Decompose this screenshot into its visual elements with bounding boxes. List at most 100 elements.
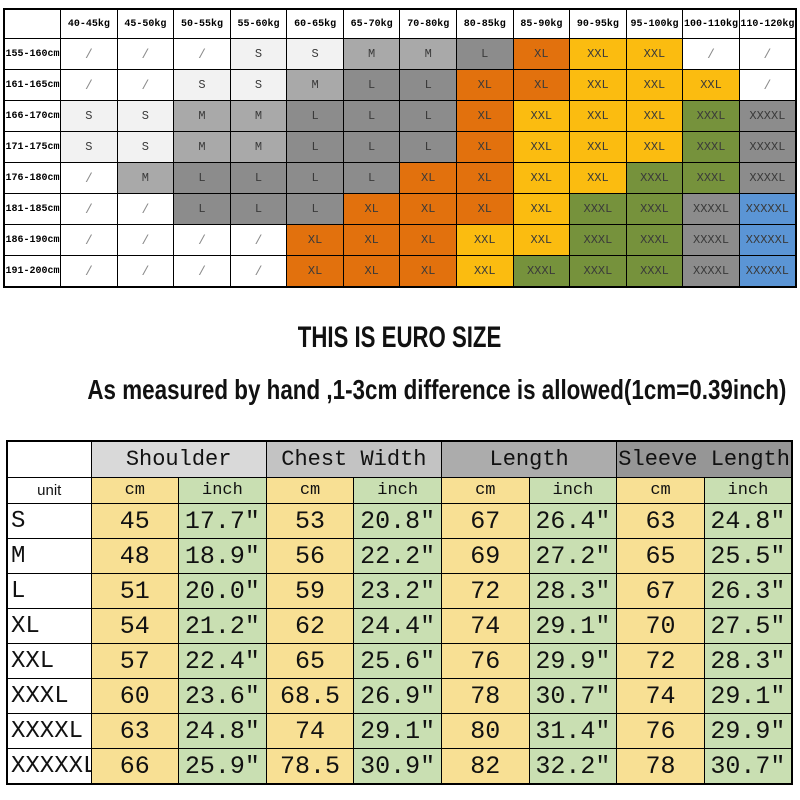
size-cell: S [229, 69, 288, 101]
measure-value-cell: 30.7" [528, 678, 618, 714]
size-cell: L [173, 162, 231, 194]
euro-size-row: 161-165cm / / S S M L L XL XL XXL XXL XXL / [3, 69, 797, 101]
size-cell: L [286, 131, 344, 163]
size-row-label: XL [6, 608, 92, 644]
measure-value-cell: 74 [265, 713, 355, 749]
size-cell: / [60, 38, 118, 70]
size-cell: XL [342, 193, 401, 225]
size-cell: / [60, 162, 118, 194]
measure-value-cell: 63 [90, 713, 180, 749]
measurement-row: XXL 57 22.4" 65 25.6" 76 29.9" 72 28.3" [6, 643, 793, 679]
euro-size-row: 166-170cm S S M M L L L XL XXL XXL XXL XXXL XXXXL [3, 100, 797, 132]
size-cell: XL [456, 100, 514, 132]
size-cell: XXXXL [738, 131, 797, 163]
group-header-cell: Sleeve Length [616, 440, 793, 478]
size-cell: / [116, 69, 175, 101]
size-cell: XXXL [625, 162, 684, 194]
size-cell: L [286, 162, 344, 194]
size-cell: XXXXL [682, 224, 740, 256]
size-cell: / [116, 224, 175, 256]
measure-value-cell: 63 [616, 503, 705, 539]
size-cell: XXXXL [682, 193, 740, 225]
size-cell: / [60, 193, 118, 225]
measure-value-cell: 29.9" [703, 713, 793, 749]
measure-value-cell: 25.6" [353, 643, 442, 679]
size-cell: M [399, 38, 457, 70]
size-cell: XXXL [625, 224, 684, 256]
measure-value-cell: 20.8" [353, 503, 442, 539]
measure-value-cell: 23.6" [178, 678, 267, 714]
size-cell: L [342, 69, 401, 101]
size-cell: / [60, 224, 118, 256]
measure-value-cell: 74 [616, 678, 705, 714]
measurement-row: M 48 18.9" 56 22.2" 69 27.2" 65 25.5" [6, 538, 793, 574]
unit-header-cell: cm [441, 477, 530, 504]
size-cell: XXXL [569, 193, 627, 225]
weight-header-cell: 60-65kg [286, 8, 344, 39]
size-cell: S [60, 131, 118, 163]
size-row-label: XXXXXL [6, 748, 92, 785]
size-cell: XXL [456, 224, 514, 256]
measure-value-cell: 32.2" [528, 748, 618, 785]
height-row-label: 171-175cm [3, 131, 62, 163]
size-cell: XXL [569, 100, 627, 132]
size-cell: XXL [512, 224, 571, 256]
measure-value-cell: 59 [265, 573, 355, 609]
unit-header-cell: inch [703, 477, 793, 504]
euro-size-table: 40-45kg 45-50kg 50-55kg 55-60kg 60-65kg 65-70… [3, 8, 797, 288]
weight-header-cell: 100-110kg [682, 8, 740, 39]
weight-header-cell: 110-120kg [738, 8, 797, 39]
measurement-table: Shoulder Chest Width Length Sleeve Length un… [6, 440, 793, 785]
size-cell: XL [456, 131, 514, 163]
measurement-row: S 45 17.7" 53 20.8" 67 26.4" 63 24.8" [6, 503, 793, 539]
weight-header-cell: 80-85kg [456, 8, 514, 39]
height-row-label: 155-160cm [3, 38, 62, 70]
unit-header-cell: inch [528, 477, 618, 504]
size-cell: XXXXL [682, 255, 740, 288]
euro-size-table-header: 40-45kg 45-50kg 50-55kg 55-60kg 60-65kg 65-70… [3, 8, 797, 39]
euro-header-row: 40-45kg 45-50kg 50-55kg 55-60kg 60-65kg 65-70… [3, 8, 797, 39]
measurement-table-body: S 45 17.7" 53 20.8" 67 26.4" 63 24.8" M 48 18.9" 56 2… [6, 503, 793, 785]
size-cell: XL [399, 162, 457, 194]
size-cell: / [682, 38, 740, 70]
measure-value-cell: 82 [441, 748, 530, 785]
size-cell: XXL [625, 131, 684, 163]
size-cell: L [286, 193, 344, 225]
euro-corner-cell [3, 8, 62, 39]
size-cell: L [173, 193, 231, 225]
size-cell: XXL [569, 69, 627, 101]
size-cell: M [116, 162, 175, 194]
height-row-label: 166-170cm [3, 100, 62, 132]
measurement-row: XL 54 21.2" 62 24.4" 74 29.1" 70 27.5" [6, 608, 793, 644]
size-cell: S [116, 131, 175, 163]
size-cell: XXXXXL [738, 193, 797, 225]
size-cell: L [456, 38, 514, 70]
size-cell: / [173, 38, 231, 70]
size-cell: XXL [456, 255, 514, 288]
euro-size-row: 186-190cm / / / / XL XL XL XXL XXL XXXL XXXL XXXXL XX… [3, 224, 797, 256]
size-cell: XL [286, 224, 344, 256]
size-cell: / [173, 255, 231, 288]
measure-value-cell: 21.2" [178, 608, 267, 644]
size-row-label: XXL [6, 643, 92, 679]
measurement-corner-cell [6, 440, 92, 478]
size-cell: / [116, 193, 175, 225]
measure-value-cell: 28.3" [528, 573, 618, 609]
size-cell: XXXL [682, 162, 740, 194]
measure-value-cell: 17.7" [178, 503, 267, 539]
unit-header-cell: cm [616, 477, 705, 504]
measure-value-cell: 72 [441, 573, 530, 609]
size-cell: M [173, 131, 231, 163]
size-cell: XXXL [569, 224, 627, 256]
size-cell: M [229, 100, 288, 132]
size-cell: XL [399, 224, 457, 256]
size-cell: XXXL [625, 193, 684, 225]
size-cell: S [60, 100, 118, 132]
size-row-label: XXXL [6, 678, 92, 714]
measurement-row: XXXXXL 66 25.9" 78.5 30.9" 82 32.2" 78 30.7" [6, 748, 793, 785]
size-row-label: L [6, 573, 92, 609]
size-cell: XXXL [569, 255, 627, 288]
measurement-note: As measured by hand ,1-3cm difference is… [0, 370, 800, 410]
weight-header-cell: 90-95kg [569, 8, 627, 39]
